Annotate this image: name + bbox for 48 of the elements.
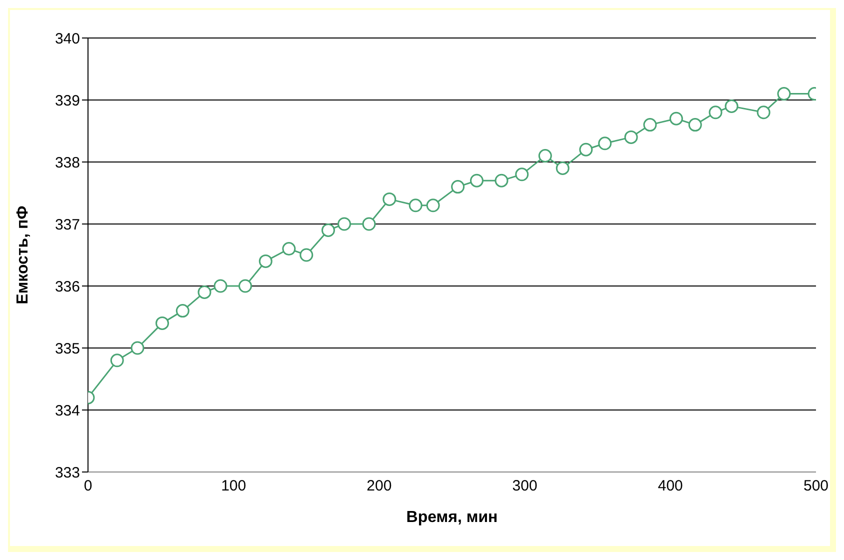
point [382,192,396,206]
y-tick-label: 334 [54,402,80,420]
point [156,316,170,330]
point [110,354,124,368]
point [176,304,190,318]
point [643,118,657,132]
point [282,242,296,256]
point [198,285,212,299]
x-tick-label: 200 [366,478,392,495]
y-tick-label: 340 [54,30,80,48]
point [579,142,593,156]
point [756,106,770,120]
point [130,341,144,355]
y-tick-label: 338 [54,154,80,172]
x-tick-label: 400 [658,478,683,495]
point [321,223,335,237]
point [451,180,465,194]
y-tick-label: 335 [54,340,80,358]
point [238,279,252,293]
x-tick-label: 0 [84,478,92,495]
x-tick-label: 500 [803,478,829,495]
point [556,161,570,175]
point [708,106,722,120]
y-tick-label: 333 [54,464,80,482]
point [777,87,791,101]
y-axis-title: Емкость, пФ [14,205,32,304]
x-axis-title: Время, мин [406,509,498,526]
y-tick-label: 336 [54,278,80,296]
point [598,136,612,150]
y-tick-label: 339 [54,92,80,110]
x-tick-label: 100 [221,478,246,495]
point [258,254,272,268]
point [515,168,529,182]
point [362,217,376,231]
point [338,217,352,231]
point [688,118,702,132]
point [426,198,440,212]
point [669,112,683,126]
point [300,248,314,262]
x-tick-label: 300 [512,478,538,495]
point [408,198,422,212]
point [214,279,228,293]
point [624,130,638,144]
point [470,174,484,188]
point [494,174,508,188]
y-tick-label: 337 [54,216,80,234]
point [538,149,552,163]
point [724,99,738,113]
